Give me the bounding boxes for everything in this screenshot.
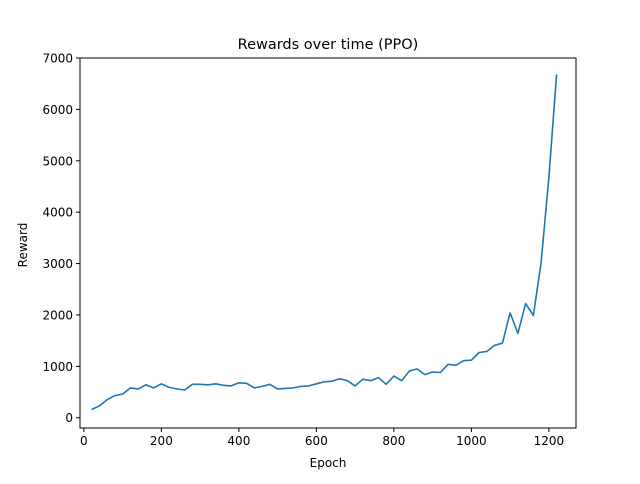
plot-frame	[79, 57, 577, 429]
plot-area	[79, 57, 577, 429]
y-tick-label: 7000	[42, 52, 73, 66]
x-axis-label: Epoch	[310, 456, 347, 470]
y-tick-label: 3000	[42, 257, 73, 271]
y-tick-label: 6000	[42, 103, 73, 117]
series-layer	[91, 74, 558, 411]
series-line	[91, 74, 558, 411]
y-tick-label: 1000	[42, 360, 73, 374]
x-tick-label: 0	[80, 434, 88, 448]
chart-title: Rewards over time (PPO)	[238, 37, 419, 53]
x-tick-label: 800	[382, 434, 405, 448]
y-tick-label: 5000	[42, 154, 73, 168]
x-tick-label: 600	[305, 434, 328, 448]
y-tick-label: 0	[65, 411, 73, 425]
x-axis-ticks: 0 200 400 600 800 1000 1200	[80, 428, 564, 448]
x-tick-label: 400	[227, 434, 250, 448]
y-tick-label: 2000	[42, 308, 73, 322]
x-tick-label: 1000	[456, 434, 487, 448]
y-tick-label: 4000	[42, 206, 73, 220]
y-axis-ticks: 0 1000 2000 3000 4000 5000 6000 7000	[42, 52, 80, 425]
x-tick-label: 200	[150, 434, 173, 448]
y-axis-label: Reward	[16, 223, 30, 268]
x-tick-label: 1200	[534, 434, 565, 448]
